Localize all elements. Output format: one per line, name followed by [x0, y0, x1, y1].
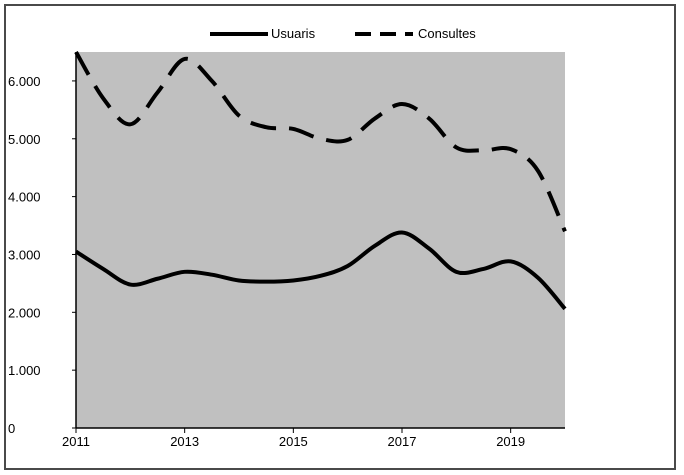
- x-tick-label: 2015: [279, 434, 308, 449]
- x-tick-label: 2013: [170, 434, 199, 449]
- x-tick-label: 2017: [388, 434, 417, 449]
- legend-label-usuaris: Usuaris: [271, 26, 316, 41]
- y-tick-label: 5.000: [8, 132, 41, 147]
- x-tick-label: 2019: [496, 434, 525, 449]
- y-tick-label: 1.000: [8, 363, 41, 378]
- y-tick-label: 4.000: [8, 190, 41, 205]
- y-tick-label: 6.000: [8, 74, 41, 89]
- axes: 0 1.000 2.000 3.000 4.000 5.000 6.000 2011 2013 2…: [8, 52, 565, 449]
- series-line-usuaris: [74, 230, 567, 311]
- legend: Usuaris Consultes: [210, 26, 476, 41]
- x-tick-label: 2011: [62, 434, 90, 449]
- series-layer: [74, 50, 567, 311]
- y-tick-label: 3.000: [8, 247, 41, 262]
- legend-label-consultes: Consultes: [418, 26, 476, 41]
- series-line-consultes: [74, 50, 567, 233]
- y-tick-label: 0: [8, 421, 15, 436]
- y-tick-label: 2.000: [8, 305, 41, 320]
- plot-area: [76, 52, 565, 428]
